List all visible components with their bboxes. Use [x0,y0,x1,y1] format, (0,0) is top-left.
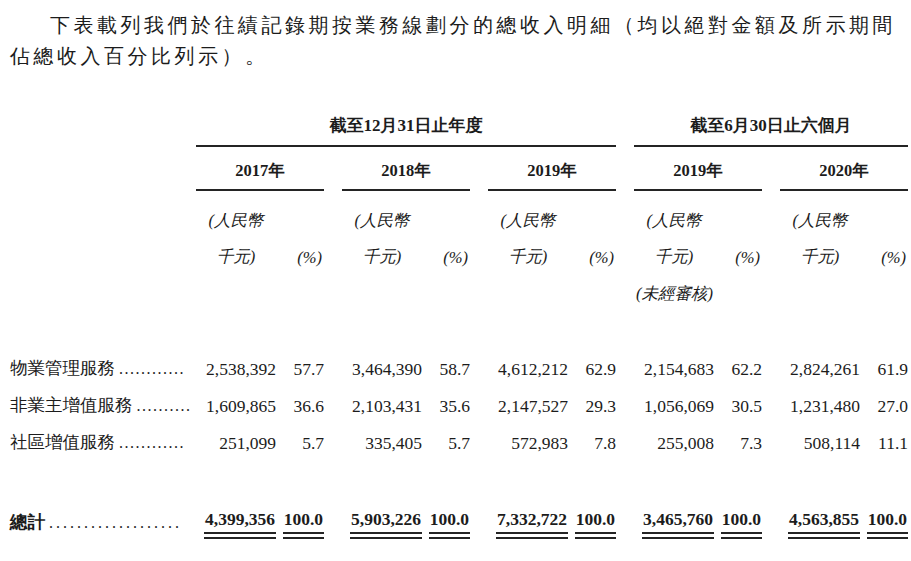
row-label: 社區增值服務............ [10,417,196,454]
table-row-community-vas: 社區增值服務............ 251,099 5.7 335,405 5… [10,417,908,454]
unit-header: (人民幣 [634,190,714,232]
amount-cell: 255,008 [634,417,714,454]
spacer-row [10,305,908,343]
unit-header: 千元) [342,232,422,268]
unit-header-row-2: 千元) (%) 千元) (%) 千元) (%) 千元) (%) 千元) (%) [10,232,908,268]
total-amount-cell: 5,903,226 [342,507,422,547]
revenue-by-business-line-table: 截至12月31日止年度 截至6月30日止六個月 2017年 2018年 2019… [10,112,908,547]
total-percent-cell: 100.0 [422,507,470,547]
unit-header: 千元) [488,232,568,268]
amount-cell: 2,538,392 [196,343,276,380]
percent-header: (%) [422,232,470,268]
group-header-row: 截至12月31日止年度 截至6月30日止六個月 [10,112,908,146]
table-row-non-owner-vas: 非業主增值服務.......... 1,609,865 36.6 2,103,4… [10,380,908,417]
unit-header: (人民幣 [780,190,860,232]
dot-leader: ............ [119,434,185,451]
group-gap [616,112,634,146]
percent-cell: 58.7 [422,343,470,380]
percent-header: (%) [714,232,762,268]
amount-cell: 2,147,527 [488,380,568,417]
amount-cell: 335,405 [342,417,422,454]
unit-header: (人民幣 [196,190,276,232]
amount-cell: 2,154,683 [634,343,714,380]
percent-cell: 61.9 [860,343,908,380]
table-row-total: 總計................... 4,399,356 100.0 5,… [10,507,908,547]
percent-cell: 7.3 [714,417,762,454]
amount-cell: 572,983 [488,417,568,454]
percent-cell: 11.1 [860,417,908,454]
unit-header-row-1: (人民幣 (人民幣 (人民幣 (人民幣 (人民幣 [10,190,908,232]
unit-header: (人民幣 [342,190,422,232]
percent-cell: 36.6 [276,380,324,417]
total-label: 總計................... [10,507,196,547]
unaudited-note: (未經審核) [634,268,762,305]
percent-cell: 7.8 [568,417,616,454]
percent-cell: 27.0 [860,380,908,417]
row-label: 物業管理服務............ [10,343,196,380]
percent-cell: 5.7 [276,417,324,454]
total-percent-cell: 100.0 [276,507,324,547]
total-percent-cell: 100.0 [860,507,908,547]
amount-cell: 1,231,480 [780,380,860,417]
total-amount-cell: 7,332,722 [488,507,568,547]
table-row-property-management: 物業管理服務............ 2,538,392 57.7 3,464,… [10,343,908,380]
total-amount-cell: 4,563,855 [780,507,860,547]
percent-cell: 62.9 [568,343,616,380]
total-amount-cell: 4,399,356 [196,507,276,547]
percent-header: (%) [276,232,324,268]
year-header-2019-interim: 2019年 [634,146,762,190]
percent-header: (%) [568,232,616,268]
percent-header: (%) [860,232,908,268]
percent-cell: 35.6 [422,380,470,417]
amount-cell: 4,612,212 [488,343,568,380]
total-percent-cell: 100.0 [568,507,616,547]
percent-cell: 30.5 [714,380,762,417]
dot-leader: .......... [137,397,192,414]
year-header-2018: 2018年 [342,146,470,190]
year-header-row: 2017年 2018年 2019年 2019年 2020年 [10,146,908,190]
amount-cell: 3,464,390 [342,343,422,380]
total-amount-cell: 3,465,760 [634,507,714,547]
intro-paragraph: 下表載列我們於往績記錄期按業務線劃分的總收入明細（均以絕對金額及所示期間佔總收入… [10,10,901,72]
group-header-six-months: 截至6月30日止六個月 [634,112,908,146]
year-header-2019: 2019年 [488,146,616,190]
year-header-2020-interim: 2020年 [780,146,908,190]
spacer-row [10,454,908,507]
dot-leader: ................... [49,514,182,531]
percent-cell: 62.2 [714,343,762,380]
unit-header: 千元) [634,232,714,268]
amount-cell: 508,114 [780,417,860,454]
amount-cell: 251,099 [196,417,276,454]
unaudited-note-row: (未經審核) [10,268,908,305]
percent-cell: 5.7 [422,417,470,454]
group-header-year-ended: 截至12月31日止年度 [196,112,616,146]
amount-cell: 1,056,069 [634,380,714,417]
year-header-2017: 2017年 [196,146,324,190]
amount-cell: 1,609,865 [196,380,276,417]
total-percent-cell: 100.0 [714,507,762,547]
unit-header: 千元) [196,232,276,268]
dot-leader: ............ [119,360,185,377]
unit-header: (人民幣 [488,190,568,232]
unit-header: 千元) [780,232,860,268]
amount-cell: 2,103,431 [342,380,422,417]
percent-cell: 29.3 [568,380,616,417]
percent-cell: 57.7 [276,343,324,380]
amount-cell: 2,824,261 [780,343,860,380]
row-label: 非業主增值服務.......... [10,380,196,417]
